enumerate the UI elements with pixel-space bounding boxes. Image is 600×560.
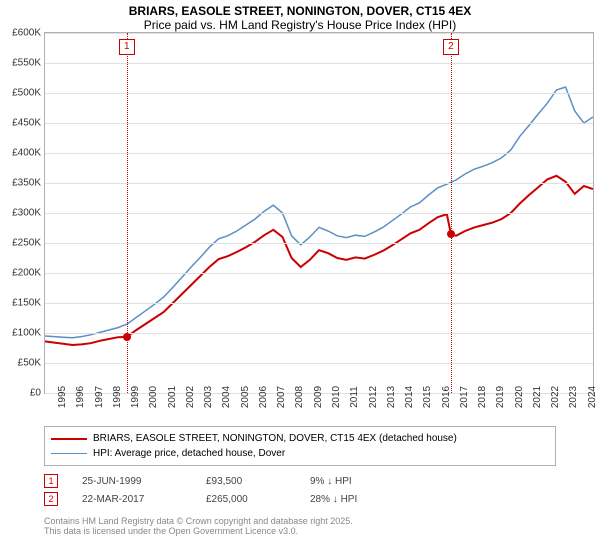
sales-table: 1 25-JUN-1999 £93,500 9% ↓ HPI 2 22-MAR-2017 £… (44, 472, 556, 508)
sale-dot (123, 333, 131, 341)
x-tick-label: 2024 (575, 386, 598, 408)
sales-row-price: £265,000 (206, 494, 286, 505)
sale-marker-line (451, 33, 452, 393)
y-tick-label: £600K (12, 28, 41, 39)
y-tick-label: £250K (12, 238, 41, 249)
y-tick-label: £350K (12, 178, 41, 189)
sales-row: 1 25-JUN-1999 £93,500 9% ↓ HPI (44, 472, 556, 490)
sales-row-diff: 28% ↓ HPI (310, 494, 357, 505)
chart-title: BRIARS, EASOLE STREET, NONINGTON, DOVER,… (0, 0, 600, 32)
legend-label: HPI: Average price, detached house, Dove… (93, 448, 285, 459)
sales-row-date: 22-MAR-2017 (82, 494, 182, 505)
sale-dot (447, 230, 455, 238)
title-line1: BRIARS, EASOLE STREET, NONINGTON, DOVER,… (0, 4, 600, 18)
y-tick-label: £500K (12, 88, 41, 99)
sales-row: 2 22-MAR-2017 £265,000 28% ↓ HPI (44, 490, 556, 508)
plot-area: £0£50K£100K£150K£200K£250K£300K£350K£400… (44, 32, 594, 394)
legend-swatch (51, 453, 87, 454)
y-tick-label: £400K (12, 148, 41, 159)
title-line2: Price paid vs. HM Land Registry's House … (0, 18, 600, 32)
y-tick-label: £150K (12, 298, 41, 309)
attribution: Contains HM Land Registry data © Crown c… (44, 516, 556, 536)
y-tick-label: £300K (12, 208, 41, 219)
sales-row-diff: 9% ↓ HPI (310, 476, 352, 487)
y-tick-label: £200K (12, 268, 41, 279)
legend: BRIARS, EASOLE STREET, NONINGTON, DOVER,… (44, 426, 556, 466)
sales-row-marker: 1 (44, 474, 58, 488)
legend-item: HPI: Average price, detached house, Dove… (51, 446, 549, 461)
attribution-line2: This data is licensed under the Open Gov… (44, 526, 556, 536)
legend-label: BRIARS, EASOLE STREET, NONINGTON, DOVER,… (93, 433, 457, 444)
y-tick-label: £450K (12, 118, 41, 129)
y-tick-label: £550K (12, 58, 41, 69)
sales-row-price: £93,500 (206, 476, 286, 487)
legend-swatch (51, 438, 87, 440)
attribution-line1: Contains HM Land Registry data © Crown c… (44, 516, 556, 526)
y-tick-label: £0 (30, 388, 41, 399)
y-tick-label: £50K (18, 358, 41, 369)
legend-item: BRIARS, EASOLE STREET, NONINGTON, DOVER,… (51, 431, 549, 446)
sale-marker-box: 2 (443, 39, 459, 55)
sales-row-marker: 2 (44, 492, 58, 506)
sale-marker-box: 1 (119, 39, 135, 55)
chart-container: BRIARS, EASOLE STREET, NONINGTON, DOVER,… (0, 0, 600, 536)
sales-row-date: 25-JUN-1999 (82, 476, 182, 487)
y-tick-label: £100K (12, 328, 41, 339)
